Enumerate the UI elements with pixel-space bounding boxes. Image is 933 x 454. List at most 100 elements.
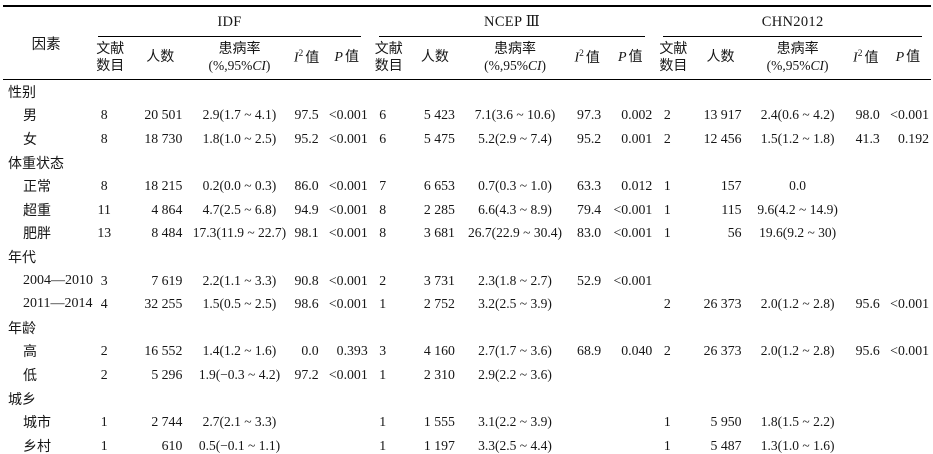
cell-prevalence: 1.4(1.2 ~ 1.6) [202,343,277,359]
cell-p: <0.001 [328,201,368,217]
cell-people: 26 373 [703,296,742,312]
cell-p: <0.001 [890,343,929,359]
cell-prevalence: 7.1(3.6 ~ 10.6) [474,107,556,123]
cell-prevalence: 2.7(2.1 ~ 3.3) [202,414,277,430]
factor-label: 城市 [23,416,51,432]
cell-i2: 95.6 [855,296,880,312]
col-header-studies: 文献 数目 [89,37,132,80]
cell-prevalence [749,363,847,387]
col-header-prevalence: 患病率 (%,95%CI) [189,37,290,80]
cell-studies: 2 [379,272,387,288]
cell-people: 13 917 [703,107,742,123]
cell-p: 0.040 [621,343,653,359]
cell-p: <0.001 [613,272,653,288]
cell-studies: 6 [379,130,387,146]
cell-studies: 2 [663,296,671,312]
cell-p [885,363,931,387]
cell-i2: 63.3 [577,178,602,194]
cell-p [885,174,931,198]
cell-studies: 8 [379,225,387,241]
factor-label: 低 [23,368,37,384]
cell-p [885,269,931,293]
cell-prevalence: 1.5(0.5 ~ 2.5) [202,296,277,312]
cell-p: 0.393 [336,343,368,359]
cell-p [606,292,654,316]
cell-p [324,434,370,454]
cell-prevalence: 2.7(1.7 ~ 3.6) [478,343,552,359]
cell-p [885,410,931,434]
cell-studies: 2 [663,343,671,359]
cell-i2: 90.8 [294,272,319,288]
section-row: 城乡 [3,387,931,411]
table-row: 城市 1 2 744 2.7(2.1 ~ 3.3) 1 1 555 3.1(2.2 ~ 3.… [3,410,931,434]
cell-i2: 83.0 [577,225,602,241]
cell-prevalence: 26.7(22.9 ~ 30.4) [468,225,562,241]
cell-studies: 8 [100,178,108,194]
factor-label: 2004—2010 [23,272,93,288]
cell-i2: 97.2 [294,366,319,382]
cell-i2 [290,434,324,454]
cell-studies: 8 [379,201,387,217]
cell-i2: 94.9 [294,201,319,217]
cell-studies: 2 [663,130,671,146]
cell-people: 2 744 [151,414,183,430]
cell-prevalence: 2.2(1.1 ~ 3.3) [202,272,277,288]
section-row: 体重状态 [3,151,931,175]
cell-people: 1 555 [423,414,455,430]
cell-prevalence: 1.9(−0.3 ~ 4.2) [198,366,281,382]
cell-p: <0.001 [328,225,368,241]
cell-people: 16 552 [144,343,183,359]
cell-i2: 79.4 [577,201,602,217]
cell-studies [654,363,692,387]
section-label: 年龄 [8,321,36,337]
cell-people: 18 215 [144,178,183,194]
cell-i2: 98.1 [294,225,319,241]
cell-people: 18 730 [144,130,183,146]
cell-prevalence: 0.7(0.3 ~ 1.0) [478,178,552,194]
cell-p [324,410,370,434]
factor-label: 女 [23,132,37,148]
cell-people: 5 950 [710,414,742,430]
cell-p [885,222,931,246]
group-label-ncep3: NCEP Ⅲ [378,10,646,37]
cell-i2 [290,410,324,434]
section-label: 体重状态 [8,156,64,172]
cell-i2: 95.6 [855,343,880,359]
cell-i2: 98.6 [294,296,319,312]
cell-people: 8 484 [151,225,183,241]
factor-column-header: 因素 [3,6,90,80]
cell-i2: 95.2 [577,130,602,146]
cell-people: 4 160 [423,343,455,359]
cell-p: <0.001 [328,178,368,194]
cell-studies: 2 [100,343,108,359]
table-row: 肥胖 13 8 484 17.3(11.9 ~ 22.7) 98.1 <0.001 8 3 6… [3,222,931,246]
cell-prevalence: 2.0(1.2 ~ 2.8) [760,343,835,359]
cell-studies: 2 [100,366,108,382]
cell-studies [654,269,692,293]
group-header-chn2012: CHN2012 [654,6,931,37]
cell-i2 [847,410,885,434]
group-header-ncep3: NCEP Ⅲ [370,6,655,37]
cell-people: 2 752 [423,296,455,312]
col-header-studies: 文献 数目 [369,37,408,80]
cell-studies: 1 [100,414,108,430]
cell-p: <0.001 [613,225,653,241]
cell-studies: 3 [379,343,387,359]
cell-prevalence: 2.9(2.2 ~ 3.6) [478,366,552,382]
cell-prevalence: 1.3(1.0 ~ 1.6) [760,437,835,453]
cell-people: 6 653 [423,178,455,194]
cell-prevalence: 3.1(2.2 ~ 3.9) [478,414,552,430]
cell-prevalence [749,269,847,293]
cell-studies: 4 [100,296,108,312]
group-label-chn2012: CHN2012 [663,10,922,37]
cell-i2 [847,434,885,454]
cell-p: <0.001 [890,107,929,123]
factor-label: 肥胖 [23,227,51,243]
cell-people: 7 619 [151,272,183,288]
cell-p: 0.192 [897,130,929,146]
cell-people: 5 487 [710,437,742,453]
factor-label: 正常 [23,180,51,196]
cell-prevalence: 1.5(1.2 ~ 1.8) [760,130,835,146]
cell-p: <0.001 [328,296,368,312]
